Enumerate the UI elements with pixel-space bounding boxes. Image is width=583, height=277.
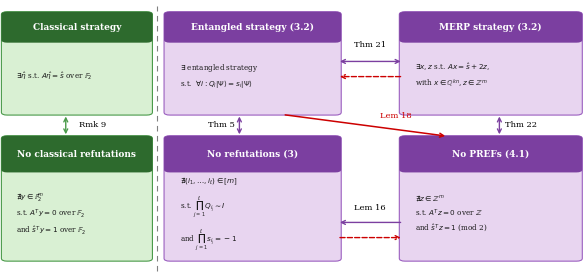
FancyBboxPatch shape bbox=[1, 136, 152, 172]
Text: No PREFs (4.1): No PREFs (4.1) bbox=[452, 150, 529, 159]
Text: Thm 22: Thm 22 bbox=[505, 121, 537, 129]
FancyBboxPatch shape bbox=[164, 136, 341, 172]
FancyBboxPatch shape bbox=[399, 136, 582, 172]
FancyBboxPatch shape bbox=[164, 12, 341, 115]
Bar bbox=[7, 26, 146, 40]
Text: $\nexists y \in \mathbb{F}_2^m$
s.t. $A^T y = 0$ over $\mathbb{F}_2$
and $\hat{s: $\nexists y \in \mathbb{F}_2^m$ s.t. $A^… bbox=[16, 191, 85, 237]
Text: Thm 5: Thm 5 bbox=[208, 121, 235, 129]
Text: Lem 18: Lem 18 bbox=[380, 112, 412, 120]
Text: MERP strategy (3.2): MERP strategy (3.2) bbox=[440, 23, 542, 32]
Bar bbox=[405, 153, 577, 170]
Text: Lem 16: Lem 16 bbox=[354, 204, 386, 212]
Text: $\exists$ entangled strategy
s.t.  $\forall i: Q_i|\Psi\rangle = s_i|\Psi\rangle: $\exists$ entangled strategy s.t. $\fora… bbox=[180, 62, 258, 90]
Text: No refutations (3): No refutations (3) bbox=[207, 150, 298, 159]
FancyBboxPatch shape bbox=[164, 136, 341, 261]
FancyBboxPatch shape bbox=[399, 12, 582, 43]
Text: $\exists x, z$ s.t. $Ax = \hat{s} + 2z,$
with $x \in \mathbb{Q}^{kn}, z \in \mat: $\exists x, z$ s.t. $Ax = \hat{s} + 2z,$… bbox=[416, 62, 490, 90]
Text: Rmk 9: Rmk 9 bbox=[79, 121, 106, 129]
FancyBboxPatch shape bbox=[399, 12, 582, 115]
Text: $\nexists z \in \mathbb{Z}^m$
s.t. $A^T z = 0$ over $\mathbb{Z}$
and $\hat{s}^T : $\nexists z \in \mathbb{Z}^m$ s.t. $A^T … bbox=[416, 194, 488, 234]
Text: No classical refutations: No classical refutations bbox=[17, 150, 136, 159]
Text: $\exists\hat{\eta}$ s.t. $A\hat{\eta} = \hat{s}$ over $\mathbb{F}_2$: $\exists\hat{\eta}$ s.t. $A\hat{\eta} = … bbox=[16, 70, 92, 82]
Bar bbox=[7, 153, 146, 170]
FancyBboxPatch shape bbox=[1, 136, 152, 261]
Bar bbox=[405, 26, 577, 40]
Bar bbox=[170, 26, 335, 40]
Text: Thm 21: Thm 21 bbox=[354, 41, 387, 49]
FancyBboxPatch shape bbox=[1, 12, 152, 115]
Text: Classical strategy: Classical strategy bbox=[33, 23, 121, 32]
FancyBboxPatch shape bbox=[1, 12, 152, 43]
Bar bbox=[170, 153, 335, 170]
FancyBboxPatch shape bbox=[164, 12, 341, 43]
Text: Entangled strategy (3.2): Entangled strategy (3.2) bbox=[191, 23, 314, 32]
FancyBboxPatch shape bbox=[399, 136, 582, 261]
Text: $\nexists(i_1,\ldots,i_\ell) \in [m]$
s.t. $\prod_{j=1}^\ell Q_{i_j} \sim I$
and: $\nexists(i_1,\ldots,i_\ell) \in [m]$ s.… bbox=[180, 175, 238, 253]
